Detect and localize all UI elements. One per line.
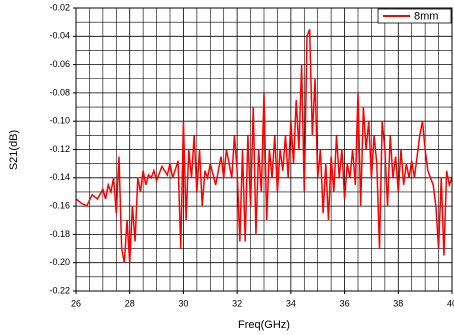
- plot-frame: [75, 7, 453, 292]
- x-tick-label: 32: [232, 298, 242, 308]
- y-tick-label: -0.08: [49, 87, 70, 97]
- x-tick-label: 34: [286, 298, 296, 308]
- y-tick-label: -0.18: [49, 229, 70, 239]
- x-tick-label: 30: [178, 298, 188, 308]
- x-tick-label: 40: [447, 298, 454, 308]
- y-tick-label: -0.16: [49, 200, 70, 210]
- x-tick-label: 36: [340, 298, 350, 308]
- y-tick-label: -0.02: [49, 2, 70, 12]
- y-tick-label: -0.10: [49, 116, 70, 126]
- y-tick-label: -0.20: [49, 257, 70, 267]
- legend-label: 8mm: [414, 10, 438, 22]
- y-tick-label: -0.14: [49, 172, 70, 182]
- y-tick-label: -0.04: [49, 31, 70, 41]
- x-tick-label: 38: [393, 298, 403, 308]
- x-axis-label: Freq(GHz): [238, 319, 290, 331]
- data-line: [75, 28, 453, 263]
- x-tick-label: 28: [125, 298, 135, 308]
- y-tick-label: -0.12: [49, 144, 70, 154]
- legend-box: [377, 8, 452, 24]
- y-tick-label: -0.22: [49, 285, 70, 295]
- y-axis-label: S21(dB): [8, 130, 20, 170]
- x-tick-label: 26: [71, 298, 81, 308]
- y-tick-label: -0.06: [49, 59, 70, 69]
